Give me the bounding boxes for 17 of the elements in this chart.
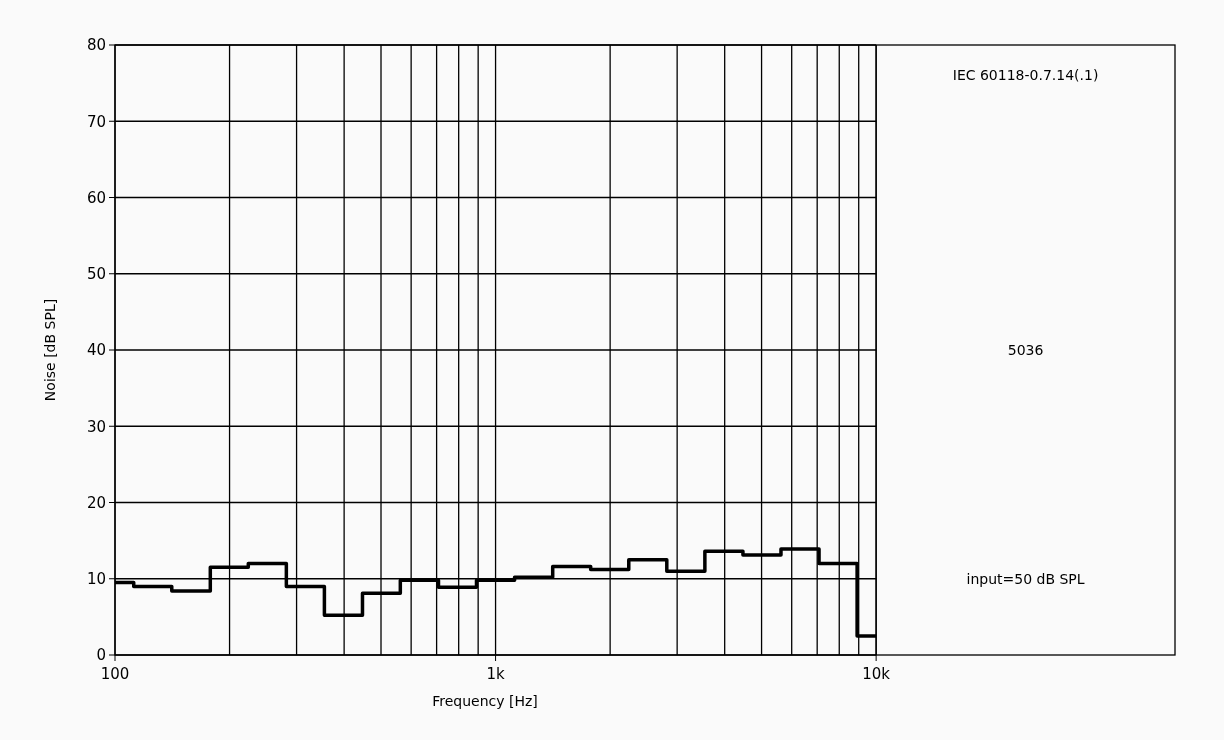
y-tick-label: 40 [86, 341, 106, 360]
y-axis-title: Noise [dB SPL] [42, 298, 58, 402]
y-tick-label: 30 [86, 417, 106, 436]
annotation: IEC 60118-0.7.14(.1) [952, 67, 1099, 84]
x-tick-label: 100 [100, 665, 130, 683]
y-tick-label: 70 [86, 112, 106, 131]
y-tick-label: 0 [96, 646, 106, 665]
x-axis-title: Frequency [Hz] [432, 693, 538, 709]
annotation: 5036 [1007, 341, 1044, 358]
x-tick-label: 1k [486, 665, 505, 683]
y-tick-label: 80 [86, 36, 106, 55]
x-tick-label: 10k [862, 665, 891, 683]
annotation: input=50 dB SPL [966, 570, 1085, 587]
y-tick-label: 50 [86, 265, 106, 283]
y-tick-label: 10 [86, 570, 106, 588]
y-tick-label: 60 [86, 188, 106, 207]
y-tick-label: 20 [86, 493, 106, 512]
